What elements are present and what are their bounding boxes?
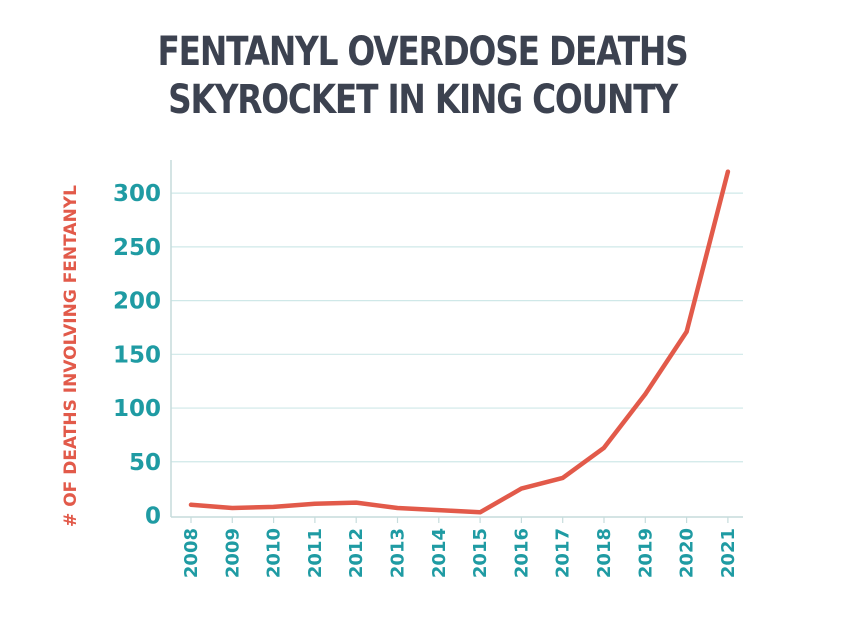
data-point [643, 392, 648, 397]
y-tick-label: 50 [129, 450, 161, 476]
data-point [271, 504, 276, 509]
x-tick-label: 2011 [305, 528, 326, 578]
data-point [725, 169, 730, 174]
chart-title-line-2: SKYROCKET IN KING COUNTY [168, 77, 678, 123]
x-tick-label: 2020 [677, 528, 698, 578]
x-tick-label: 2018 [594, 528, 615, 578]
series-lines [188, 169, 731, 515]
x-tick-label: 2019 [635, 528, 656, 578]
data-point [395, 505, 400, 510]
data-point [602, 445, 606, 450]
x-tick-label: 2015 [470, 528, 491, 578]
data-point [312, 501, 317, 506]
x-tick-label: 2016 [511, 528, 532, 578]
y-tick-label: 200 [113, 289, 161, 315]
x-tick-label: 2009 [222, 528, 243, 578]
gridlines [171, 192, 743, 463]
data-point [519, 486, 524, 491]
x-tick-label: 2013 [388, 528, 409, 578]
y-tick-label: 150 [113, 342, 161, 368]
y-tick-labels: 0 50 100 150 200 250 300 [113, 181, 161, 529]
x-tick-label: 2012 [346, 528, 367, 578]
x-tick-label: 2008 [181, 528, 202, 578]
x-tick-labels: 2008 2009 2010 2011 2012 2013 2014 2015 2016 2017… [181, 517, 739, 578]
data-point [354, 500, 359, 505]
chart-title-line-1: FENTANYL OVERDOSE DEATHS [157, 29, 688, 75]
x-tick-label: 2014 [429, 528, 450, 578]
x-tick-label: 2021 [718, 528, 739, 578]
x-tick-label: 2010 [264, 528, 285, 578]
y-axis-label: # OF DEATHS INVOLVING FENTANYL [61, 185, 81, 527]
x-tick-label: 2017 [553, 528, 574, 578]
data-point [560, 475, 565, 480]
y-tick-label: 100 [113, 396, 161, 422]
y-tick-label: 0 [145, 504, 161, 530]
data-point [478, 510, 483, 515]
y-tick-label: 300 [113, 181, 161, 207]
data-point [684, 329, 689, 334]
data-point [230, 505, 235, 510]
y-tick-label: 250 [113, 235, 161, 261]
data-point [189, 502, 193, 507]
data-point [436, 508, 441, 513]
chart-title: FENTANYL OVERDOSE DEATHS SKYROCKET IN KI… [76, 28, 769, 124]
series-line [188, 169, 731, 515]
